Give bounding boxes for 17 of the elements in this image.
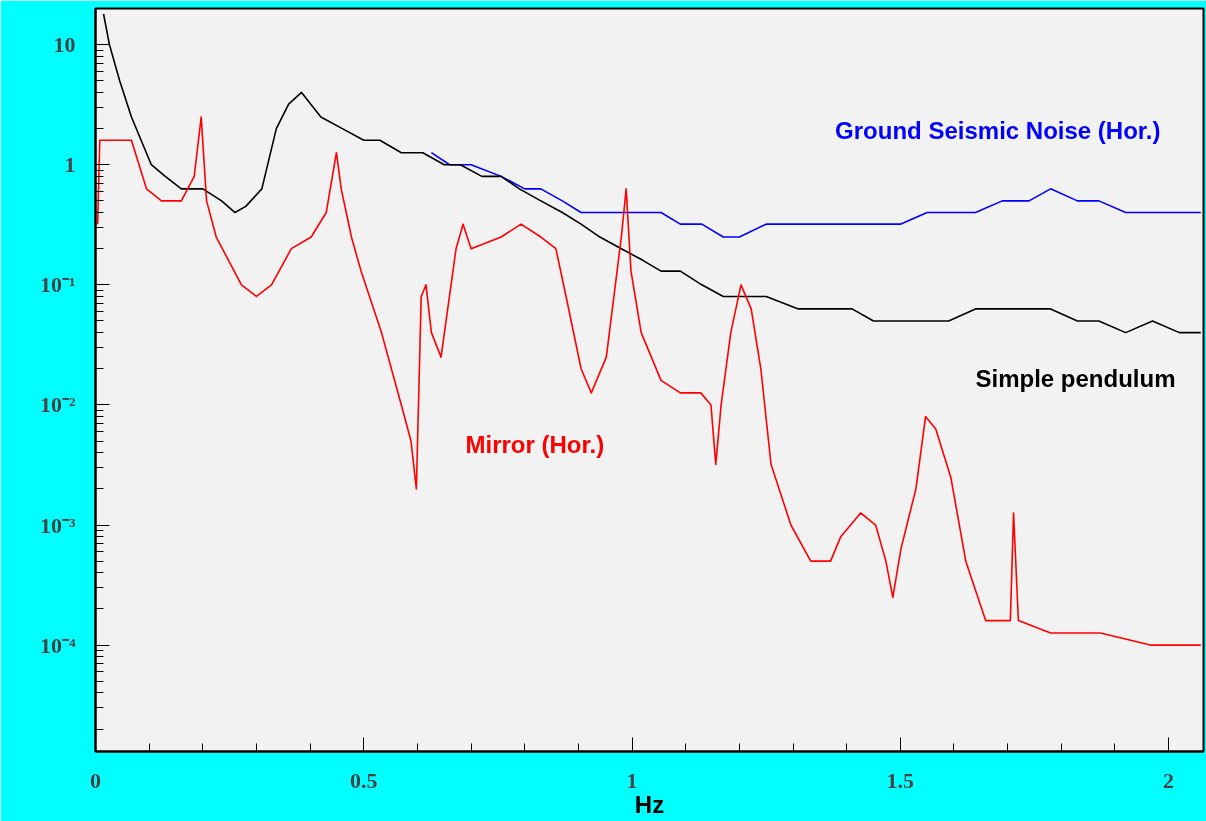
y-tick-label: 10⁻⁴ — [39, 632, 76, 658]
series-label: Simple pendulum — [975, 364, 1176, 392]
x-tick-label: 1.5 — [886, 767, 915, 793]
x-tick-label: 0 — [90, 767, 101, 793]
y-tick-label: 10 — [53, 32, 76, 58]
y-tick-label: 10⁻¹ — [39, 272, 76, 298]
x-tick-label: 1 — [626, 767, 638, 793]
x-tick-label: 0.5 — [350, 767, 378, 793]
x-axis-title: Hz — [634, 790, 665, 818]
series-label: Mirror (Hor.) — [465, 430, 605, 458]
x-tick-label: 2 — [1163, 767, 1175, 793]
line-series — [96, 116, 1202, 646]
y-tick-label: 1 — [64, 152, 76, 178]
y-tick-label: 10⁻³ — [39, 512, 76, 538]
y-tick-label: 10⁻² — [39, 392, 76, 418]
text: Ground Seismic Noise (Hor.) — [835, 116, 1161, 144]
line-series — [430, 151, 1202, 238]
